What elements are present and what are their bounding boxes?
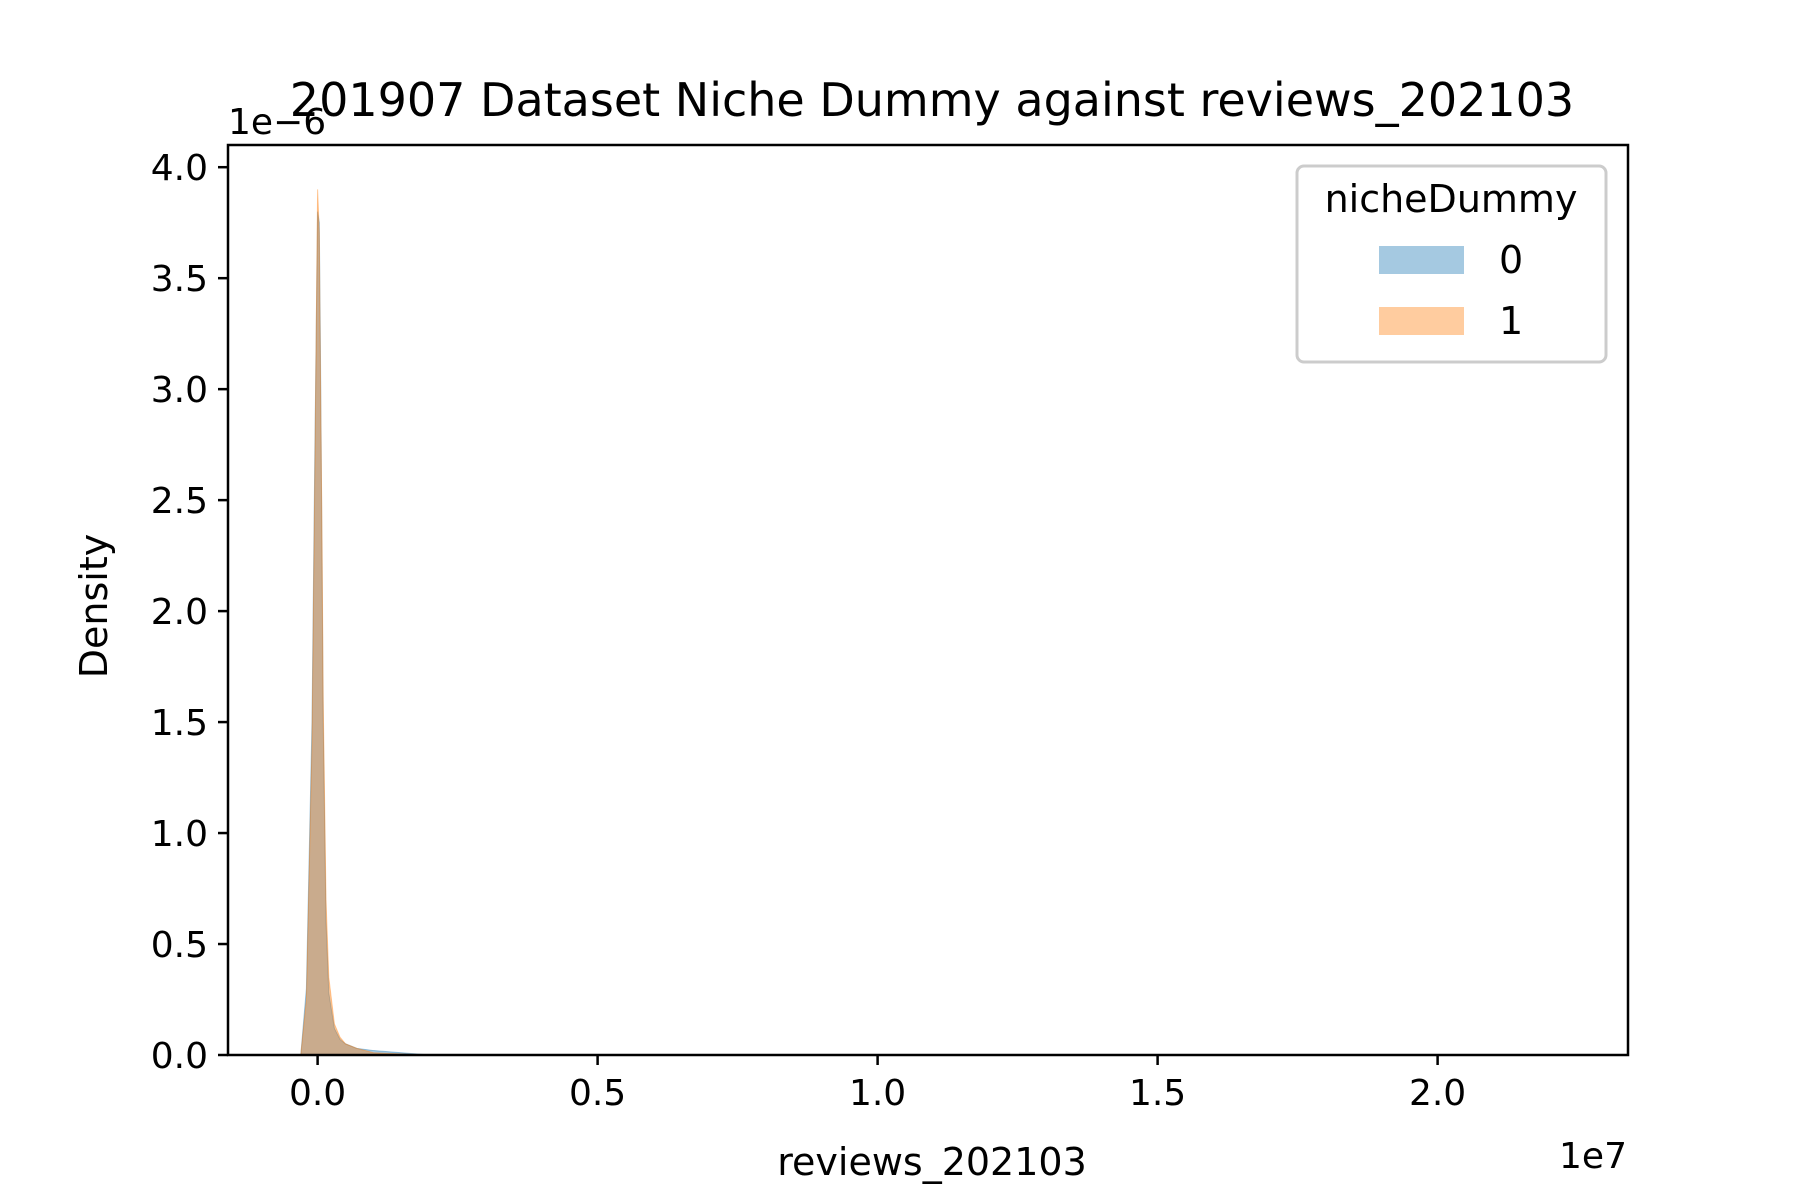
legend-swatch-0 [1379,246,1464,274]
x-tick-label: 0.0 [289,1073,346,1114]
y-tick-label: 3.0 [151,370,208,411]
series-layer [300,189,430,1056]
legend-frame [1295,164,1608,364]
plot-frame [226,143,1630,1057]
legend-label-0: 0 [1499,238,1523,282]
y-tick-label: 1.0 [151,814,208,855]
legend-swatch-1 [1379,307,1464,335]
x-tick-label: 1.0 [849,1073,906,1114]
series-area-1 [300,189,430,1056]
y-axis-offset-label: 1e−6 [228,102,326,143]
legend: nicheDummy 0 1 [1295,164,1608,364]
y-tick-label: 0.5 [151,925,208,966]
y-tick-label: 0.0 [151,1036,208,1077]
y-tick-label: 3.5 [151,259,208,300]
legend-label-1: 1 [1499,299,1523,343]
x-axis-offset-label: 1e7 [1559,1136,1627,1177]
y-tick-label: 1.5 [151,703,208,744]
x-tick-label: 0.5 [569,1073,626,1114]
series-area-0 [300,211,430,1056]
legend-title: nicheDummy [1325,177,1578,221]
x-tick-label: 1.5 [1129,1073,1186,1114]
x-axis-label: reviews_202103 [777,1140,1087,1184]
axes-layer: 0.0 0.5 1.0 1.5 2.0 0.0 0.5 1.0 1.5 2.0 2.5 3.0 3.5 4… [151,143,1630,1114]
chart-title: 201907 Dataset Niche Dummy against revie… [290,73,1574,127]
x-tick-label: 2.0 [1409,1073,1466,1114]
y-axis-label: Density [72,534,116,678]
y-tick-label: 2.0 [151,592,208,633]
y-tick-label: 2.5 [151,481,208,522]
y-tick-label: 4.0 [151,148,208,189]
